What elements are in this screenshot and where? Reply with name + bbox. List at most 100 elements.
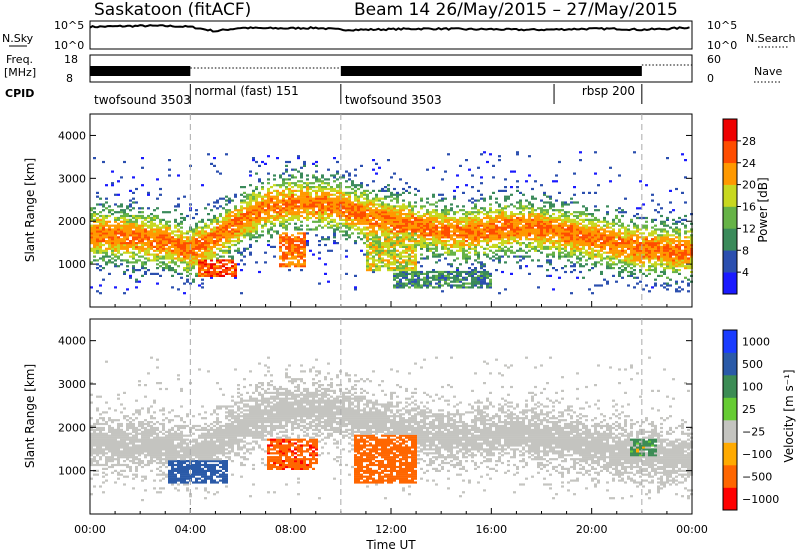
power-cell — [540, 184, 543, 187]
power-cell — [255, 222, 258, 225]
power-cell — [408, 259, 411, 262]
power-cell — [540, 213, 543, 216]
power-cell — [276, 195, 279, 198]
power-cell — [318, 205, 321, 208]
power-cell — [240, 230, 243, 233]
power-cell — [567, 228, 570, 231]
power-cell — [264, 251, 267, 254]
power-cell — [564, 201, 567, 204]
power-cell — [306, 224, 309, 227]
power-cell — [201, 257, 204, 260]
power-cell — [120, 176, 123, 179]
power-cell — [606, 267, 609, 270]
power-cell — [345, 191, 348, 194]
power-cell — [360, 193, 363, 196]
power-cell — [213, 267, 216, 270]
power-cell — [411, 226, 414, 229]
power-cell — [132, 214, 135, 218]
power-cell — [435, 286, 438, 289]
power-cell — [393, 207, 396, 210]
power-cell — [243, 263, 246, 266]
power-cell — [399, 263, 402, 266]
power-cell — [483, 282, 486, 285]
power-cell — [129, 199, 132, 202]
power-cell — [483, 272, 486, 275]
power-cell — [576, 245, 579, 248]
power-cell — [459, 249, 462, 252]
power-cell — [384, 207, 387, 210]
power-cell — [657, 257, 660, 260]
power-cell — [261, 218, 264, 221]
power-cell — [141, 228, 144, 231]
power-cell — [546, 226, 549, 229]
power-cell — [486, 224, 489, 227]
power-cell — [396, 243, 399, 247]
power-cell — [129, 228, 132, 231]
power-cell — [111, 243, 114, 247]
power-cell — [234, 213, 237, 216]
power-cell — [183, 240, 186, 243]
power-cell — [516, 234, 519, 237]
power-cell — [462, 270, 465, 274]
power-cell — [405, 249, 408, 252]
power-cell — [366, 238, 369, 241]
power-cell — [573, 249, 576, 252]
power-cell — [480, 240, 483, 243]
power-cell — [165, 230, 168, 233]
power-cell — [546, 211, 549, 214]
power-cell — [135, 236, 138, 239]
power-cell — [519, 211, 522, 214]
power-cell — [450, 209, 453, 212]
power-cell — [117, 193, 120, 196]
power-cell — [426, 226, 429, 229]
power-cell — [639, 269, 642, 272]
power-cell — [288, 238, 291, 241]
power-cell — [111, 238, 114, 241]
power-cell — [411, 222, 414, 225]
power-cell — [360, 211, 363, 214]
power-cell — [612, 242, 615, 245]
power-cell — [339, 209, 342, 212]
power-cell — [504, 218, 507, 221]
power-cell — [516, 232, 519, 235]
power-cell — [348, 234, 351, 237]
power-cell — [561, 238, 564, 241]
power-cell — [210, 238, 213, 241]
power-cell — [600, 253, 603, 256]
power-cell — [417, 276, 420, 279]
power-cell — [99, 197, 102, 200]
power-cell — [459, 232, 462, 235]
power-cell — [294, 236, 297, 239]
power-cell — [300, 257, 303, 260]
power-cell — [132, 242, 135, 245]
power-cell — [141, 265, 144, 268]
power-cell — [180, 245, 183, 248]
power-cell — [297, 255, 300, 258]
power-cell — [378, 226, 381, 229]
power-cell — [144, 234, 147, 237]
power-cell — [465, 214, 468, 218]
power-cell — [489, 249, 492, 252]
power-cell — [105, 216, 108, 220]
power-cell — [120, 226, 123, 229]
power-cell — [102, 160, 105, 164]
power-cell — [420, 270, 423, 274]
power-cell — [372, 261, 375, 264]
power-cell — [150, 224, 153, 227]
power-cell — [393, 278, 396, 281]
power-cell — [132, 247, 135, 250]
power-cell — [372, 238, 375, 241]
power-cell — [171, 255, 174, 258]
power-cell — [339, 199, 342, 202]
power-cell — [225, 270, 228, 274]
power-cell — [321, 197, 324, 200]
power-cell — [639, 247, 642, 250]
power-cell — [315, 211, 318, 214]
power-cell — [357, 228, 360, 231]
power-cell — [258, 209, 261, 212]
power-cell — [297, 211, 300, 214]
power-cell — [183, 236, 186, 239]
power-cell — [369, 213, 372, 216]
power-cell — [219, 197, 222, 200]
power-cell — [315, 205, 318, 208]
